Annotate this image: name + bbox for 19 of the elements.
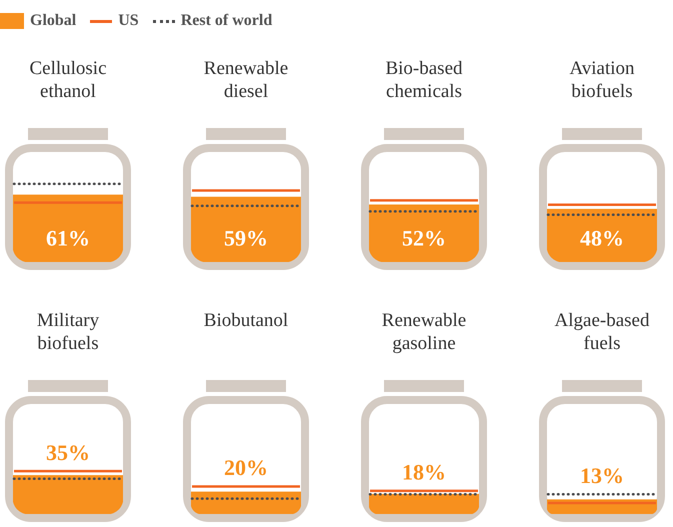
data-label: 35% (46, 440, 90, 465)
x-tick-label: Cellulosic ethanol (28, 57, 108, 103)
data-label: 59% (224, 226, 268, 251)
data-label: 61% (46, 226, 90, 251)
data-label: 48% (580, 226, 624, 251)
data-label: 20% (224, 455, 268, 480)
data-label: 52% (402, 226, 446, 251)
x-tick-label: Biobutanol (202, 309, 290, 332)
legend-label: Rest of world (180, 12, 272, 30)
x-tick-label: Algae-based fuels (554, 309, 650, 355)
x-tick-label: Renewable diesel (202, 57, 290, 103)
x-tick-label: Military biofuels (36, 309, 100, 355)
legend-label: Global (30, 12, 76, 30)
data-label: 13% (580, 462, 624, 488)
data-label: 18% (402, 460, 446, 485)
legend-label: US (118, 12, 139, 30)
x-tick-label: Aviation biofuels (568, 57, 636, 103)
x-tick-label: Renewable gasoline (380, 309, 468, 355)
x-tick-label: Bio-based chemicals (384, 57, 464, 103)
